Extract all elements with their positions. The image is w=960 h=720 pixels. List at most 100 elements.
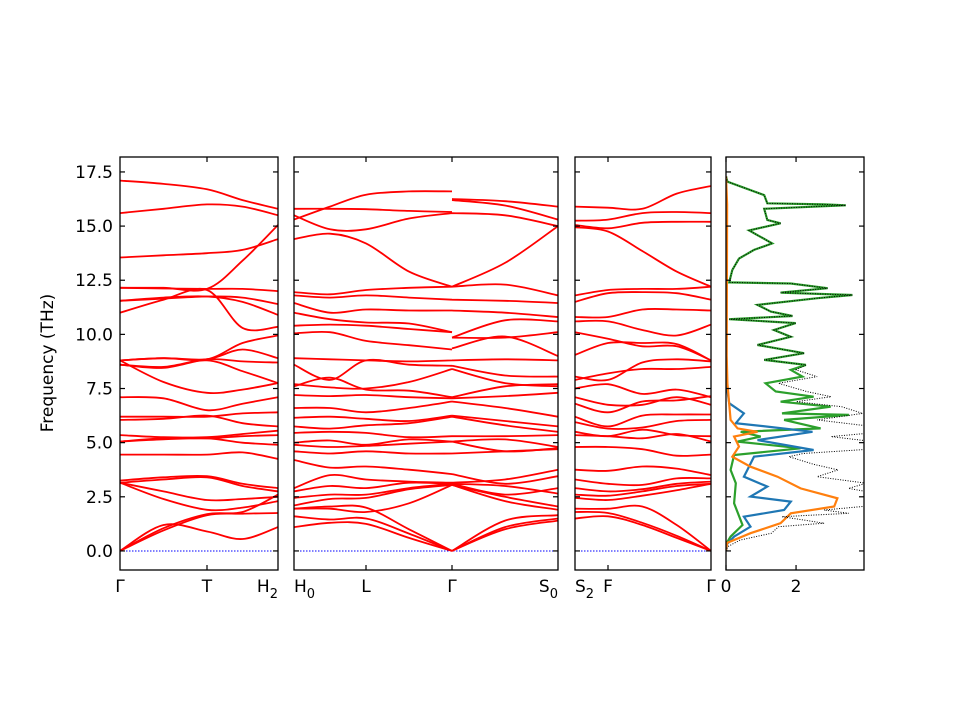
phonon-band-line: [120, 359, 278, 384]
x-tick-label: F: [603, 577, 613, 597]
phonon-band-line: [120, 396, 278, 412]
y-tick-label: 0.0: [86, 542, 113, 562]
phonon-band-line: [575, 319, 711, 337]
phonon-band-line: [120, 481, 278, 502]
phonon-band-line: [294, 430, 558, 439]
phonon-band-line: [575, 366, 711, 381]
y-tick-label: 7.5: [86, 380, 113, 400]
phonon-band-line: [120, 203, 278, 217]
phonon-band-line: [120, 512, 278, 552]
phonon-band-line: [575, 482, 711, 501]
phonon-band-line: [294, 484, 558, 514]
phonon-band-line: [120, 359, 278, 395]
phonon-band-line: [120, 288, 278, 332]
band-panel: [120, 179, 278, 552]
phonon-band-line: [120, 429, 278, 439]
phonon-band-line: [120, 334, 278, 362]
y-tick-label: 5.0: [86, 434, 113, 454]
x-tick-label: L: [361, 577, 371, 597]
phonon-band-line: [575, 395, 711, 414]
partial-dos-line: [726, 176, 814, 552]
panel-frame: [119, 156, 279, 571]
band-panel: [575, 185, 711, 552]
phonon-band-line: [575, 419, 711, 430]
panel-frame: [293, 156, 559, 571]
x-tick-label: S0: [539, 577, 558, 602]
phonon-band-line: [575, 515, 711, 552]
phonon-band-line: [575, 510, 711, 552]
phonon-band-line: [294, 302, 558, 318]
phonon-band-line: [294, 190, 558, 221]
phonon-band-line: [575, 291, 711, 303]
phonon-band-line: [575, 331, 711, 362]
phonon-band-line: [575, 383, 711, 399]
phonon-band-line: [575, 413, 711, 428]
phonon-band-line: [575, 211, 711, 222]
y-tick-label: 10.0: [75, 325, 113, 345]
phonon-band-line: [120, 493, 278, 552]
band-panel: [294, 190, 558, 552]
phonon-band-line: [294, 368, 558, 390]
phonon-band-line: [120, 295, 278, 305]
x-tick-label: H0: [294, 577, 315, 602]
phonon-band-line: [120, 437, 278, 446]
phonon-band-line: [294, 414, 558, 428]
phonon-band-line: [575, 477, 711, 487]
phonon-band-line: [294, 459, 558, 485]
x-tick-label-subscript: 0: [307, 587, 315, 602]
x-tick-label-subscript: 2: [270, 587, 278, 602]
phonon-band-line: [120, 481, 278, 512]
phonon-band-line: [120, 224, 278, 292]
phonon-band-line: [294, 199, 558, 221]
phonon-band-line: [120, 179, 278, 210]
phonon-band-line: [294, 519, 558, 552]
phonon-band-line: [294, 391, 558, 400]
x-tick-label: Γ: [115, 577, 125, 597]
dos-x-tick-label: 2: [791, 577, 802, 597]
phonon-band-line: [294, 438, 558, 448]
phonon-band-line: [575, 220, 711, 230]
phonon-band-line: [120, 523, 278, 552]
phonon-band-line: [575, 433, 711, 443]
total-dos-line: [726, 176, 864, 552]
phonon-band-line: [120, 411, 278, 418]
phonon-band-line: [120, 286, 278, 292]
x-tick-label: H2: [257, 577, 278, 602]
x-tick-label: Γ: [706, 577, 716, 597]
phonon-band-line: [294, 515, 558, 552]
y-tick-label: 2.5: [86, 488, 113, 508]
phonon-band-line: [294, 311, 558, 339]
phonon-band-line: [120, 414, 278, 428]
phonon-band-line: [120, 295, 278, 316]
phonon-band-line: [120, 358, 278, 369]
phonon-band-line: [120, 238, 278, 259]
phonon-band-line: [575, 465, 711, 476]
partial-dos-line: [726, 176, 853, 551]
x-tick-label: Γ: [447, 577, 457, 597]
phonon-band-line: [575, 307, 711, 319]
phonon-band-line: [120, 451, 278, 460]
phonon-band-line: [294, 283, 558, 297]
partial-dos-line: [726, 176, 839, 552]
phonon-band-line: [294, 294, 558, 304]
x-tick-label-subscript: 0: [550, 587, 558, 602]
y-axis-label: Frequency (THz): [38, 294, 58, 433]
phonon-band-line: [575, 341, 711, 362]
phonon-band-line: [294, 481, 558, 495]
phonon-band-line: [575, 504, 711, 552]
y-tick-label: 12.5: [75, 271, 113, 291]
phonon-band-line: [575, 482, 711, 497]
x-tick-label: T: [201, 577, 213, 597]
phonon-band-line: [294, 323, 558, 339]
phonon-band-line: [294, 376, 558, 399]
y-tick-label: 15.0: [75, 217, 113, 237]
phonon-band-line: [294, 225, 558, 288]
phonon-band-line: [294, 504, 558, 552]
phonon-band-line: [294, 448, 558, 455]
phonon-band-line: [294, 212, 558, 232]
phonon-band-line: [294, 415, 558, 433]
phonon-band-line: [120, 476, 278, 493]
phonon-band-line: [120, 474, 278, 489]
y-tick-label: 17.5: [75, 163, 113, 183]
